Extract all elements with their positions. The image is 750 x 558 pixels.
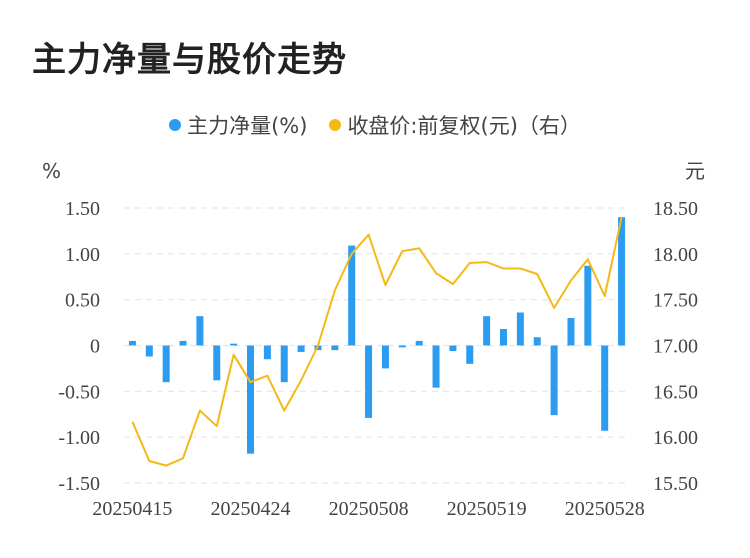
net-volume-bar: [618, 217, 626, 346]
right-axis-tick-label: 15.50: [653, 473, 698, 495]
net-volume-bar: [128, 340, 136, 346]
net-volume-bar: [263, 345, 271, 360]
legend-item-net[interactable]: 主力净量(%): [169, 110, 307, 140]
right-axis-unit: 元: [685, 159, 705, 183]
net-volume-bar: [584, 265, 592, 346]
net-volume-bar: [230, 343, 238, 346]
right-axis-tick-label: 18.00: [653, 244, 698, 266]
legend-item-price[interactable]: 收盘价:前复权(元)（右）: [329, 110, 581, 140]
price-line: [131, 216, 623, 467]
legend-net-label: 主力净量(%): [187, 114, 308, 138]
net-volume-bar: [162, 345, 170, 383]
net-volume-bar: [466, 345, 474, 364]
left-axis-tick-label: -0.50: [58, 381, 100, 403]
left-axis-tick-label: 0: [90, 336, 100, 358]
net-volume-bar: [516, 312, 524, 346]
net-volume-bar: [432, 345, 440, 388]
right-axis-tick-label: 17.00: [653, 336, 698, 358]
legend-price-label: 收盘价:前复权(元)（右）: [347, 114, 581, 138]
right-axis-tick-label: 16.00: [653, 427, 698, 449]
net-volume-bar: [213, 345, 221, 381]
legend-price-marker: [329, 119, 342, 131]
net-volume-bar: [381, 345, 389, 369]
net-volume-bar: [179, 340, 187, 346]
left-axis-unit: %: [42, 159, 61, 183]
net-volume-bar: [365, 345, 373, 418]
net-volume-bar: [398, 345, 406, 348]
left-axis-tick-label: 1.00: [65, 244, 100, 266]
x-axis-tick-label: 20250415: [92, 498, 172, 520]
left-axis-tick-label: 0.50: [65, 290, 100, 312]
net-volume-bar: [449, 345, 457, 351]
net-volume-bar: [280, 345, 288, 383]
x-axis-tick-label: 20250424: [211, 498, 291, 520]
right-axis-tick-label: 17.50: [653, 290, 698, 312]
legend-net-marker: [169, 119, 182, 131]
x-axis-tick-label: 20250508: [329, 498, 409, 520]
net-volume-bar: [415, 340, 423, 346]
net-volume-bar: [567, 318, 575, 346]
net-volume-bar: [483, 316, 491, 346]
net-volume-bar: [348, 245, 356, 346]
x-axis-tick-label: 20250519: [447, 498, 527, 520]
left-axis-tick-label: -1.50: [58, 473, 100, 495]
net-volume-bar: [500, 329, 507, 346]
chart-title: 主力净量与股价走势: [32, 40, 347, 80]
legend: 主力净量(%) 收盘价:前复权(元)（右）: [0, 110, 750, 140]
net-volume-bar: [550, 345, 558, 416]
x-axis-tick-label: 20250528: [565, 498, 645, 520]
left-axis-tick-label: 1.50: [65, 198, 100, 220]
net-volume-bar: [247, 345, 254, 454]
net-volume-bar: [297, 345, 305, 352]
right-axis-tick-label: 18.50: [653, 198, 698, 220]
net-volume-bar: [601, 345, 609, 431]
net-volume-bar: [196, 316, 204, 346]
right-axis-tick-label: 16.50: [653, 381, 698, 403]
net-volume-bar: [533, 337, 541, 346]
net-volume-bar: [331, 345, 339, 351]
left-axis-tick-label: -1.00: [58, 427, 100, 449]
net-volume-bar: [145, 345, 153, 357]
